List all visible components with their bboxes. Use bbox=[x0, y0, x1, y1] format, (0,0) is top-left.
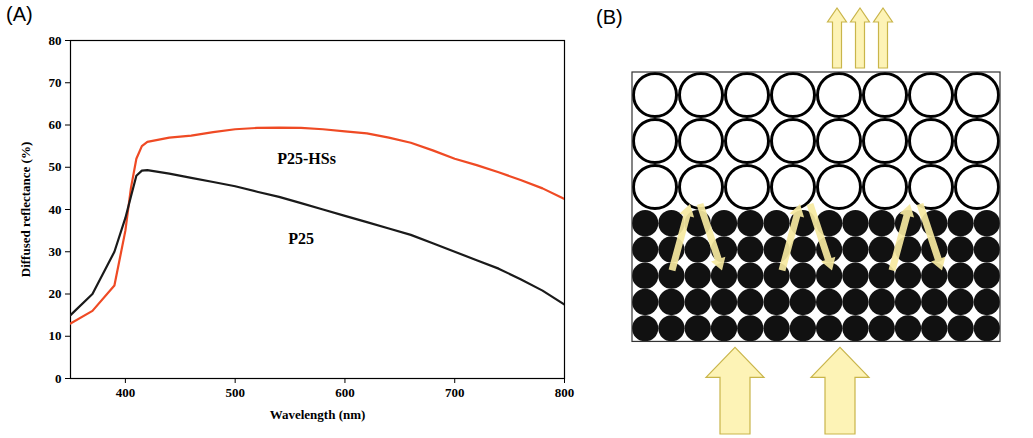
svg-text:Wavelength (nm): Wavelength (nm) bbox=[270, 407, 366, 422]
svg-text:30: 30 bbox=[49, 244, 62, 259]
svg-text:20: 20 bbox=[49, 286, 62, 301]
svg-text:700: 700 bbox=[445, 385, 465, 400]
svg-text:70: 70 bbox=[49, 75, 62, 90]
svg-text:500: 500 bbox=[225, 385, 245, 400]
svg-text:P25-HSs: P25-HSs bbox=[277, 150, 336, 167]
svg-text:10: 10 bbox=[49, 328, 62, 343]
svg-text:40: 40 bbox=[49, 202, 62, 217]
html-text:(A): (A) bbox=[6, 3, 33, 25]
svg-text:800: 800 bbox=[555, 385, 575, 400]
svg-text:(B): (B) bbox=[596, 6, 623, 28]
svg-text:P25: P25 bbox=[288, 230, 314, 247]
svg-text:60: 60 bbox=[49, 117, 62, 132]
svg-text:400: 400 bbox=[116, 385, 136, 400]
svg-text:600: 600 bbox=[335, 385, 355, 400]
svg-text:80: 80 bbox=[49, 33, 62, 48]
svg-text:0: 0 bbox=[55, 371, 62, 386]
svg-text:50: 50 bbox=[49, 159, 62, 174]
svg-text:Diffused reflectance (%): Diffused reflectance (%) bbox=[18, 142, 33, 278]
